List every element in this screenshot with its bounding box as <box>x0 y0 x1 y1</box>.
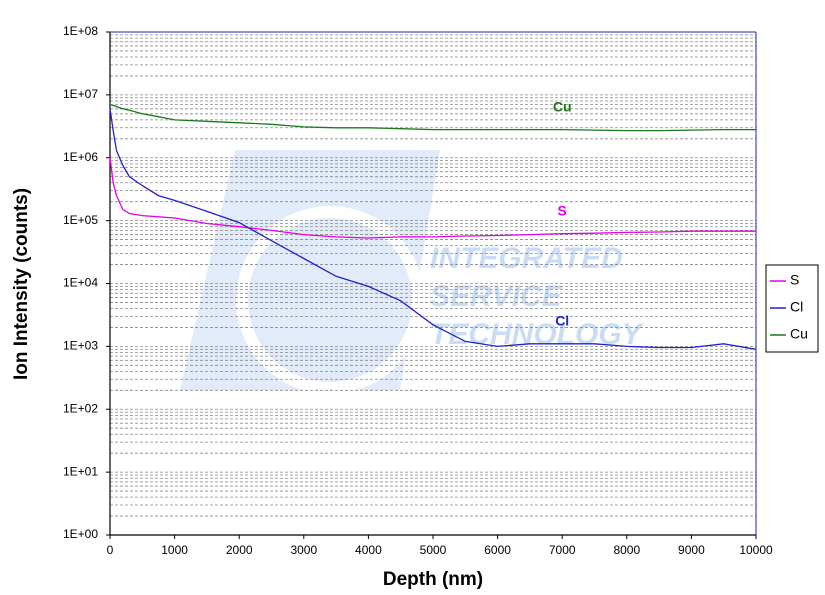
watermark-text: SERVICE <box>430 280 563 313</box>
y-tick-label: 1E+05 <box>63 213 98 227</box>
x-tick-label: 8000 <box>613 543 640 557</box>
x-tick-label: 9000 <box>678 543 705 557</box>
series-label: Cu <box>553 98 572 114</box>
series-label: Cl <box>555 312 569 328</box>
y-tick-label: 1E+04 <box>63 276 98 290</box>
x-tick-label: 10000 <box>739 543 773 557</box>
y-tick-label: 1E+08 <box>63 24 98 38</box>
x-tick-label: 6000 <box>484 543 511 557</box>
watermark-logo <box>180 150 440 394</box>
y-tick-label: 1E+03 <box>63 339 98 353</box>
x-tick-label: 5000 <box>420 543 447 557</box>
x-tick-label: 2000 <box>226 543 253 557</box>
x-tick-label: 0 <box>107 543 114 557</box>
x-tick-label: 1000 <box>161 543 188 557</box>
series-line <box>109 108 757 350</box>
series-line <box>109 103 756 132</box>
y-axis-title: Ion Intensity (counts) <box>11 188 32 380</box>
x-tick-label: 7000 <box>549 543 576 557</box>
watermark-text: INTEGRATED <box>430 242 623 275</box>
series-label: S <box>558 202 567 218</box>
legend-label: Cl <box>790 299 803 315</box>
watermark-text: TECHNOLOGY <box>430 318 645 351</box>
x-tick-label: 3000 <box>290 543 317 557</box>
y-tick-label: 1E+06 <box>63 150 98 164</box>
y-tick-label: 1E+07 <box>63 87 98 101</box>
x-axis-title: Depth (nm) <box>383 569 483 590</box>
y-tick-label: 1E+01 <box>63 464 98 478</box>
y-tick-label: 1E+00 <box>63 527 98 541</box>
legend-label: Cu <box>790 326 808 342</box>
legend-label: S <box>790 272 799 288</box>
x-tick-label: 4000 <box>355 543 382 557</box>
series-line <box>109 157 756 239</box>
y-tick-label: 1E+02 <box>63 401 98 415</box>
